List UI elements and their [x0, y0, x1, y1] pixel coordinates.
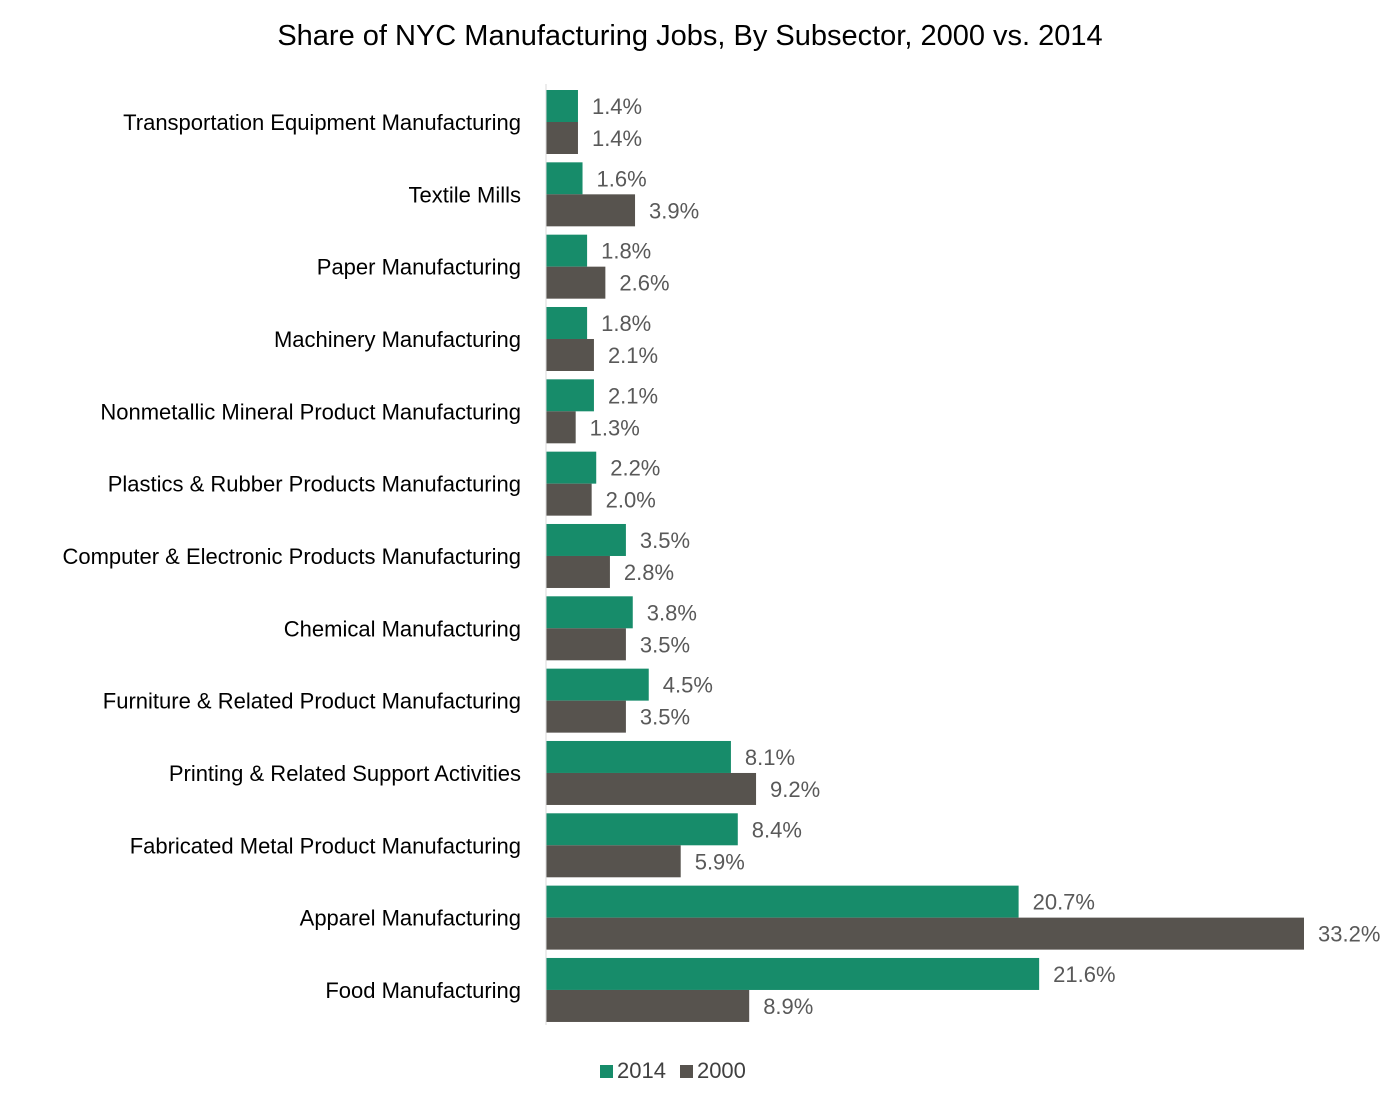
- bar-2000: [546, 266, 606, 299]
- bar-2000: [546, 122, 578, 154]
- bar-2000: [546, 989, 750, 1022]
- data-label-2000: 2.0%: [606, 488, 656, 513]
- data-label-2000: 9.2%: [770, 777, 820, 802]
- data-label-2000: 1.4%: [592, 126, 642, 151]
- category-label: Printing & Related Support Activities: [169, 761, 521, 786]
- data-label-2000: 3.9%: [649, 198, 699, 223]
- data-label-2014: 8.4%: [752, 817, 802, 842]
- category-label: Textile Mills: [409, 182, 521, 207]
- bar-2000: [546, 194, 636, 227]
- legend-swatch-2014: [600, 1064, 613, 1078]
- bar-2014: [546, 813, 738, 846]
- data-label-2014: 3.5%: [640, 528, 690, 553]
- bar-2014: [546, 451, 597, 484]
- bar-2000: [546, 772, 757, 805]
- legend-item-2014: 2014: [600, 1058, 666, 1084]
- category-label: Transportation Equipment Manufacturing: [123, 110, 521, 135]
- bar-2000: [546, 555, 610, 588]
- data-label-2014: 8.1%: [745, 745, 795, 770]
- data-label-2014: 1.4%: [592, 94, 642, 119]
- chart-title: Share of NYC Manufacturing Jobs, By Subs…: [277, 20, 1103, 52]
- bar-2000: [546, 917, 1304, 950]
- data-label-2000: 2.6%: [619, 271, 669, 296]
- data-label-2000: 8.9%: [763, 994, 813, 1019]
- legend-item-2000: 2000: [679, 1058, 746, 1084]
- legend-label-2000: 2000: [696, 1058, 746, 1083]
- legend-label-2014: 2014: [617, 1058, 666, 1083]
- data-label-2000: 1.3%: [590, 415, 640, 440]
- bar-2000: [546, 845, 681, 878]
- bar-2014: [546, 740, 731, 773]
- data-label-2000: 3.5%: [640, 705, 690, 730]
- category-label: Plastics & Rubber Products Manufacturing: [108, 472, 521, 497]
- bar-2000: [546, 483, 592, 516]
- data-label-2014: 2.2%: [610, 456, 660, 481]
- data-label-2014: 1.8%: [601, 239, 651, 264]
- category-label: Apparel Manufacturing: [300, 906, 521, 931]
- data-label-2014: 4.5%: [663, 673, 713, 698]
- legend: 2014 2000: [600, 1058, 746, 1084]
- data-label-2014: 1.6%: [597, 166, 647, 191]
- bar-2014: [546, 90, 578, 122]
- bar-2000: [546, 338, 594, 371]
- bar-2000: [546, 411, 576, 444]
- bar-2014: [546, 668, 649, 701]
- data-label-2000: 2.1%: [608, 343, 658, 368]
- data-label-2000: 2.8%: [624, 560, 674, 585]
- data-label-2014: 21.6%: [1053, 962, 1115, 987]
- data-label-2000: 5.9%: [695, 849, 745, 874]
- bar-2014: [546, 234, 588, 267]
- category-label: Machinery Manufacturing: [274, 327, 521, 352]
- bar-2014: [546, 523, 626, 556]
- legend-swatch-2000: [679, 1064, 693, 1078]
- data-label-2000: 3.5%: [640, 632, 690, 657]
- category-label: Furniture & Related Product Manufacturin…: [103, 689, 521, 714]
- data-label-2000: 33.2%: [1318, 922, 1380, 947]
- bar-2014: [546, 162, 583, 195]
- data-label-2014: 20.7%: [1033, 890, 1095, 915]
- bar-2014: [546, 885, 1019, 918]
- category-label: Fabricated Metal Product Manufacturing: [130, 833, 521, 858]
- bar-2000: [546, 628, 626, 661]
- data-label-2014: 2.1%: [608, 383, 658, 408]
- category-label: Computer & Electronic Products Manufactu…: [62, 544, 521, 569]
- category-label: Chemical Manufacturing: [284, 616, 521, 641]
- bar-2014: [546, 957, 1040, 990]
- data-label-2014: 1.8%: [601, 311, 651, 336]
- bar-2014: [546, 379, 594, 412]
- bar-2014: [546, 596, 633, 629]
- category-label: Paper Manufacturing: [317, 255, 521, 280]
- bar-2000: [546, 700, 626, 733]
- bar-2014: [546, 306, 588, 339]
- data-label-2014: 3.8%: [647, 600, 697, 625]
- category-label: Food Manufacturing: [325, 978, 521, 1003]
- category-label: Nonmetallic Mineral Product Manufacturin…: [100, 399, 521, 424]
